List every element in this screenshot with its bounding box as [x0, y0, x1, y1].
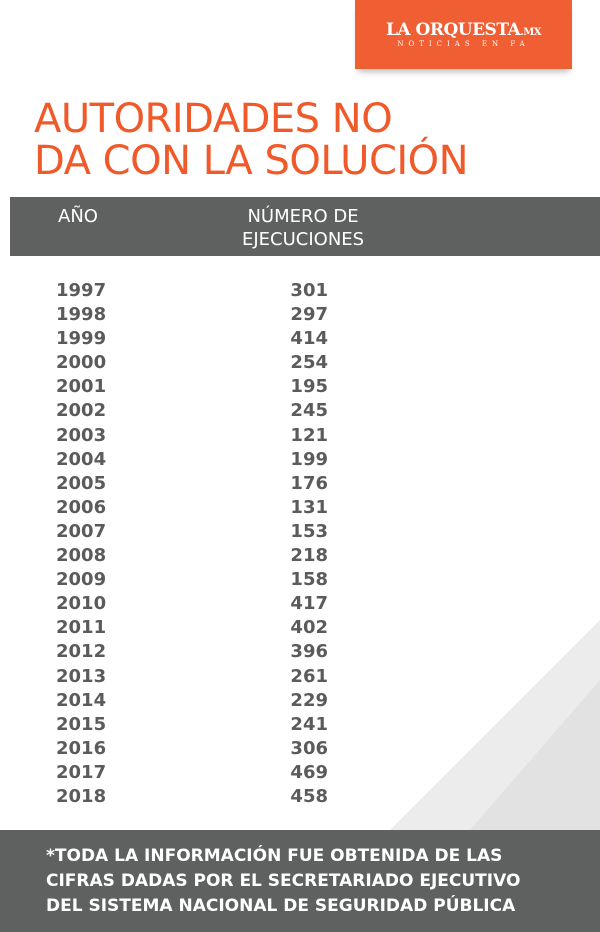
- count-cell: 245: [290, 400, 328, 422]
- title-line-1: AUTORIDADES NO: [34, 96, 393, 142]
- count-cell: 241: [290, 713, 328, 735]
- table-row: 1999 414: [0, 327, 600, 351]
- logo: LA ORQUESTA.MX NOTICIAS EN FA: [355, 0, 572, 69]
- source-note: *TODA LA INFORMACIÓN FUE OBTENIDA DE LAS…: [0, 830, 600, 932]
- year-cell: 1998: [56, 304, 107, 326]
- table-row: 2010 417: [0, 592, 600, 616]
- year-cell: 2018: [56, 785, 107, 807]
- year-cell: 2003: [56, 424, 107, 446]
- table-header: AÑO NÚMERO DE EJECUCIONES: [10, 197, 600, 256]
- table-row: 2005 176: [0, 472, 600, 496]
- table-row: 2013 261: [0, 665, 600, 689]
- table-row: 2004 199: [0, 448, 600, 472]
- count-cell: 131: [290, 496, 328, 518]
- year-cell: 2006: [56, 496, 107, 518]
- count-cell: 261: [290, 665, 328, 687]
- logo-suffix: .MX: [520, 27, 542, 38]
- count-cell: 218: [290, 545, 328, 567]
- table-row: 2002 245: [0, 399, 600, 423]
- table-row: 2003 121: [0, 424, 600, 448]
- year-cell: 2008: [56, 545, 107, 567]
- source-line-2: CIFRAS DADAS POR EL SECRETARIADO EJECUTI…: [46, 871, 521, 891]
- year-cell: 2000: [56, 352, 107, 374]
- source-line-1: *TODA LA INFORMACIÓN FUE OBTENIDA DE LAS: [46, 846, 503, 866]
- column-header-count-line-2: EJECUCIONES: [242, 229, 365, 250]
- table-row: 2017 469: [0, 761, 600, 785]
- column-header-year: AÑO: [58, 206, 98, 227]
- column-header-count: NÚMERO DE EJECUCIONES: [242, 205, 364, 251]
- year-cell: 2005: [56, 472, 107, 494]
- count-cell: 176: [290, 472, 328, 494]
- table-row: 2015 241: [0, 713, 600, 737]
- logo-tagline: NOTICIAS EN FA: [397, 40, 530, 48]
- year-cell: 2012: [56, 641, 107, 663]
- count-cell: 195: [290, 376, 328, 398]
- year-cell: 2010: [56, 593, 107, 615]
- count-cell: 229: [290, 689, 328, 711]
- table-row: 2011 402: [0, 616, 600, 640]
- year-cell: 2015: [56, 713, 107, 735]
- title-line-2: DA CON LA SOLUCIÓN: [34, 138, 469, 184]
- count-cell: 301: [290, 280, 328, 301]
- logo-main: LA ORQUESTA: [385, 20, 521, 40]
- count-cell: 458: [290, 785, 328, 807]
- table-row: 2012 396: [0, 640, 600, 664]
- count-cell: 306: [290, 737, 328, 759]
- count-cell: 297: [290, 304, 328, 326]
- page-title: AUTORIDADES NO DA CON LA SOLUCIÓN: [34, 96, 469, 184]
- column-header-count-line-1: NÚMERO DE: [247, 206, 359, 227]
- source-line-3: DEL SISTEMA NACIONAL DE SEGURIDAD PÚBLIC…: [46, 896, 516, 916]
- year-cell: 2001: [56, 376, 107, 398]
- count-cell: 199: [290, 448, 328, 470]
- count-cell: 153: [290, 520, 328, 542]
- count-cell: 414: [290, 328, 328, 350]
- table-row: 2000 254: [0, 351, 600, 375]
- count-cell: 254: [290, 352, 328, 374]
- count-cell: 121: [290, 424, 328, 446]
- table-row: 2001 195: [0, 375, 600, 399]
- year-cell: 2002: [56, 400, 107, 422]
- count-cell: 396: [290, 641, 328, 663]
- year-cell: 2016: [56, 737, 107, 759]
- year-cell: 1999: [56, 328, 107, 350]
- count-cell: 417: [290, 593, 328, 615]
- count-cell: 469: [290, 761, 328, 783]
- table-row: 2006 131: [0, 496, 600, 520]
- table-row: 2018 458: [0, 785, 600, 809]
- year-cell: 2009: [56, 569, 107, 591]
- year-cell: 2011: [56, 617, 107, 639]
- year-cell: 1997: [56, 280, 107, 301]
- table-row: 1997 301: [0, 279, 600, 303]
- table-row: 2008 218: [0, 544, 600, 568]
- table-body: 1997 301 1998 297 1999 414 2000 254 2001 195 2002 2…: [0, 279, 600, 809]
- table-row: 2016 306: [0, 737, 600, 761]
- table-row: 2007 153: [0, 520, 600, 544]
- year-cell: 2004: [56, 448, 107, 470]
- table-row: 2014 229: [0, 689, 600, 713]
- year-cell: 2013: [56, 665, 107, 687]
- year-cell: 2017: [56, 761, 107, 783]
- year-cell: 2007: [56, 520, 107, 542]
- table-row: 2009 158: [0, 568, 600, 592]
- table-row: 1998 297: [0, 303, 600, 327]
- year-cell: 2014: [56, 689, 107, 711]
- count-cell: 402: [290, 617, 328, 639]
- count-cell: 158: [290, 569, 328, 591]
